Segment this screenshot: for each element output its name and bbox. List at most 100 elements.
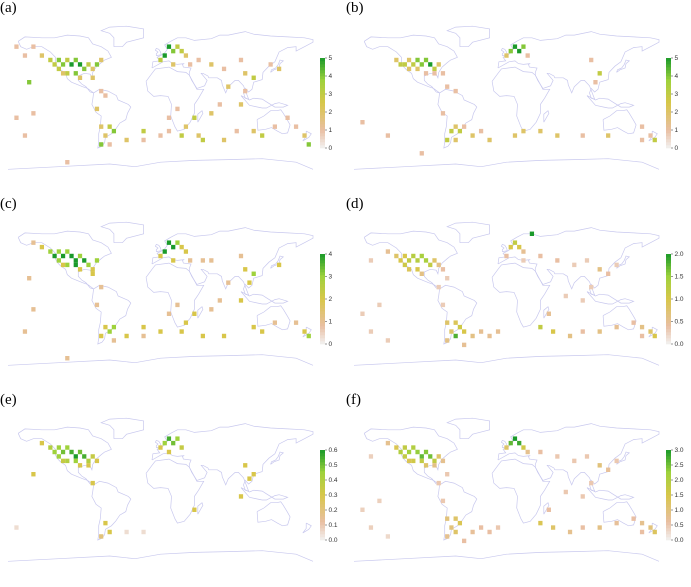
legend-swatch — [666, 317, 671, 321]
legend-swatch — [320, 525, 325, 529]
legend-swatch — [666, 130, 671, 134]
grid-cell — [171, 258, 176, 263]
grid-cell — [584, 454, 590, 459]
legend-swatch — [666, 465, 671, 469]
legend-swatch — [320, 501, 325, 505]
legend-swatch — [320, 88, 325, 92]
legend-swatch — [320, 528, 325, 532]
grid-cell — [385, 133, 391, 138]
legend-swatch — [320, 79, 325, 83]
legend-swatch — [320, 486, 325, 490]
legend-swatch — [666, 302, 671, 306]
grid-cell — [538, 449, 543, 455]
grid-cell — [495, 525, 501, 530]
grid-cell — [183, 320, 189, 325]
grid-cell — [423, 449, 429, 455]
legend-swatch — [666, 115, 671, 119]
grid-cell — [487, 529, 492, 535]
legend-swatch — [320, 260, 325, 264]
grid-cell — [306, 142, 311, 147]
grid-cell — [192, 311, 197, 316]
legend-swatch — [666, 127, 671, 131]
grid-cell — [39, 53, 45, 58]
legend-swatch — [320, 67, 325, 71]
grid-cell — [639, 124, 645, 129]
grid-cell — [639, 324, 645, 330]
grid-cell — [60, 458, 66, 464]
grid-cell — [73, 258, 78, 263]
grid-cell — [86, 62, 91, 67]
coastline-britain — [500, 243, 508, 252]
grid-cell — [648, 525, 653, 530]
legend-swatch — [666, 305, 671, 309]
grid-cell — [563, 293, 568, 299]
legend-swatch — [666, 85, 671, 89]
grid-cell — [158, 133, 163, 138]
grid-cell — [171, 48, 176, 54]
legend-swatch — [666, 272, 671, 276]
legend-swatch — [666, 480, 671, 484]
grid-cell — [56, 249, 61, 254]
legend-swatch — [320, 133, 325, 137]
coastline-greenland — [100, 25, 144, 48]
legend-swatch — [666, 58, 671, 62]
grid-cell — [415, 258, 420, 263]
grid-cell — [572, 262, 577, 268]
legend-swatch — [666, 492, 671, 496]
legend-tick-label: 0.2 — [329, 507, 338, 514]
grid-cell — [419, 62, 424, 67]
grid-cell — [179, 133, 184, 138]
grid-cell — [94, 458, 100, 464]
panel-b: 0 1 2 3 4 5 (b) — [346, 0, 691, 195]
grid-cell — [52, 62, 57, 67]
grid-cell — [453, 529, 458, 535]
grid-cell — [512, 44, 518, 49]
coastline-britain — [154, 243, 162, 252]
grid-cell — [419, 253, 424, 259]
grid-cell — [597, 329, 602, 334]
grid-cell — [111, 128, 117, 134]
grid-cell — [580, 298, 585, 303]
grid-cell — [99, 333, 104, 339]
legend-swatch — [666, 468, 671, 472]
grid-cell — [22, 53, 28, 58]
legend-swatch — [666, 332, 671, 336]
grid-cell — [550, 525, 556, 530]
legend-swatch — [320, 456, 325, 460]
legend-swatch — [320, 311, 325, 315]
grid-cell — [504, 253, 509, 259]
grid-cell — [99, 142, 104, 147]
grid-cell — [525, 449, 530, 455]
legend-swatch — [320, 115, 325, 119]
grid-cell — [436, 284, 441, 290]
grid-cell — [440, 302, 446, 308]
legend-swatch — [320, 459, 325, 463]
legend-swatch — [666, 106, 671, 110]
grid-cell — [462, 538, 467, 544]
grid-cell — [90, 75, 95, 80]
grid-cell — [419, 151, 424, 156]
grid-cell — [639, 333, 645, 339]
grid-cell — [60, 449, 66, 455]
grid-cell — [90, 480, 95, 486]
grid-cell — [73, 57, 78, 63]
legend-swatch — [320, 326, 325, 330]
grid-cell — [234, 128, 239, 134]
grid-cell — [251, 324, 256, 330]
grid-cell — [567, 333, 573, 339]
grid-cell — [631, 516, 636, 521]
legend-tick-label: 2.5 — [675, 462, 684, 469]
legend-swatch — [666, 118, 671, 122]
coastline-australia — [256, 501, 291, 527]
grid-cell — [65, 160, 70, 165]
coastline-africa — [491, 262, 551, 328]
grid-cell — [555, 258, 560, 263]
grid-cell — [90, 271, 95, 276]
grid-cell — [360, 507, 365, 512]
grid-cell — [423, 463, 429, 468]
coastline-eurasia — [497, 227, 660, 296]
legend-swatch — [666, 100, 671, 104]
legend-swatch — [320, 504, 325, 508]
legend-tick-label: 1.5 — [675, 492, 684, 499]
coastline-japan — [616, 451, 631, 465]
